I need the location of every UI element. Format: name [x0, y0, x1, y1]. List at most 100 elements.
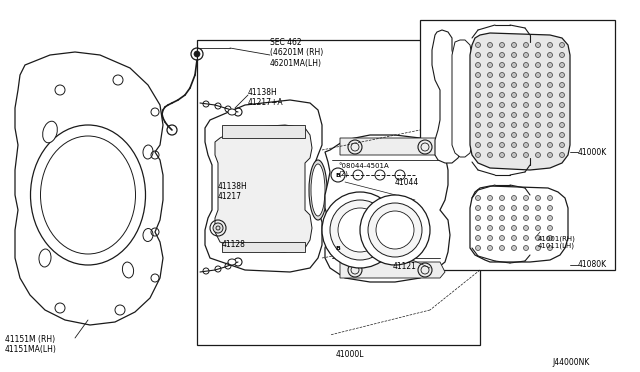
- Circle shape: [331, 168, 345, 182]
- Circle shape: [499, 42, 504, 48]
- Text: 41151M (RH)
41151MA(LH): 41151M (RH) 41151MA(LH): [5, 335, 57, 355]
- Circle shape: [488, 235, 493, 241]
- Circle shape: [547, 196, 552, 201]
- Circle shape: [536, 42, 541, 48]
- Circle shape: [536, 112, 541, 118]
- Circle shape: [488, 83, 493, 87]
- Circle shape: [499, 153, 504, 157]
- Circle shape: [476, 122, 481, 128]
- Ellipse shape: [309, 160, 327, 220]
- Circle shape: [511, 235, 516, 241]
- Circle shape: [511, 205, 516, 211]
- Circle shape: [536, 132, 541, 138]
- Circle shape: [511, 112, 516, 118]
- Circle shape: [499, 235, 504, 241]
- Circle shape: [511, 103, 516, 108]
- Circle shape: [559, 83, 564, 87]
- Text: 41044: 41044: [395, 178, 419, 187]
- Circle shape: [536, 142, 541, 148]
- Circle shape: [488, 112, 493, 118]
- Circle shape: [536, 246, 541, 250]
- Circle shape: [536, 103, 541, 108]
- Bar: [420, 20, 615, 270]
- Ellipse shape: [122, 262, 134, 278]
- Circle shape: [476, 215, 481, 221]
- Circle shape: [476, 42, 481, 48]
- Circle shape: [511, 62, 516, 67]
- Polygon shape: [205, 100, 322, 272]
- Circle shape: [524, 103, 529, 108]
- Circle shape: [499, 112, 504, 118]
- Circle shape: [476, 246, 481, 250]
- Circle shape: [322, 192, 398, 268]
- Circle shape: [499, 215, 504, 221]
- Circle shape: [547, 42, 552, 48]
- Polygon shape: [470, 33, 570, 170]
- Circle shape: [476, 142, 481, 148]
- Circle shape: [511, 246, 516, 250]
- Circle shape: [524, 246, 529, 250]
- Circle shape: [476, 93, 481, 97]
- Text: 41121: 41121: [393, 262, 417, 271]
- Circle shape: [547, 122, 552, 128]
- Circle shape: [547, 153, 552, 157]
- Polygon shape: [325, 135, 450, 282]
- Text: 41001(RH)
41011(LH): 41001(RH) 41011(LH): [538, 235, 576, 249]
- Circle shape: [547, 215, 552, 221]
- Circle shape: [524, 153, 529, 157]
- Circle shape: [360, 195, 430, 265]
- Polygon shape: [340, 138, 445, 155]
- Circle shape: [524, 112, 529, 118]
- Circle shape: [524, 122, 529, 128]
- Ellipse shape: [31, 125, 145, 265]
- Circle shape: [338, 208, 382, 252]
- Circle shape: [499, 246, 504, 250]
- Circle shape: [547, 73, 552, 77]
- Circle shape: [476, 52, 481, 58]
- Circle shape: [476, 196, 481, 201]
- Circle shape: [524, 62, 529, 67]
- Circle shape: [476, 132, 481, 138]
- Circle shape: [476, 205, 481, 211]
- Circle shape: [559, 153, 564, 157]
- Circle shape: [536, 73, 541, 77]
- Circle shape: [511, 42, 516, 48]
- Circle shape: [547, 132, 552, 138]
- Circle shape: [499, 83, 504, 87]
- Circle shape: [511, 153, 516, 157]
- Text: 41217: 41217: [218, 192, 242, 201]
- Circle shape: [559, 52, 564, 58]
- Circle shape: [559, 62, 564, 67]
- Circle shape: [547, 103, 552, 108]
- Circle shape: [559, 142, 564, 148]
- Circle shape: [524, 205, 529, 211]
- Circle shape: [476, 235, 481, 241]
- Circle shape: [488, 42, 493, 48]
- Circle shape: [547, 112, 552, 118]
- Circle shape: [499, 225, 504, 231]
- Circle shape: [330, 200, 390, 260]
- Ellipse shape: [143, 228, 153, 241]
- Circle shape: [476, 62, 481, 67]
- Circle shape: [511, 83, 516, 87]
- Circle shape: [499, 205, 504, 211]
- Circle shape: [559, 112, 564, 118]
- Circle shape: [488, 52, 493, 58]
- Polygon shape: [215, 125, 312, 252]
- Text: 41000K: 41000K: [578, 148, 607, 157]
- Text: 41138H: 41138H: [248, 88, 278, 97]
- Circle shape: [488, 215, 493, 221]
- Ellipse shape: [228, 109, 236, 115]
- Polygon shape: [432, 30, 462, 163]
- Circle shape: [536, 235, 541, 241]
- Circle shape: [536, 62, 541, 67]
- Circle shape: [559, 132, 564, 138]
- Ellipse shape: [228, 259, 236, 265]
- Circle shape: [536, 52, 541, 58]
- Circle shape: [547, 62, 552, 67]
- Circle shape: [524, 142, 529, 148]
- Polygon shape: [470, 186, 568, 262]
- Circle shape: [488, 196, 493, 201]
- Text: J44000NK: J44000NK: [552, 358, 590, 367]
- Circle shape: [524, 52, 529, 58]
